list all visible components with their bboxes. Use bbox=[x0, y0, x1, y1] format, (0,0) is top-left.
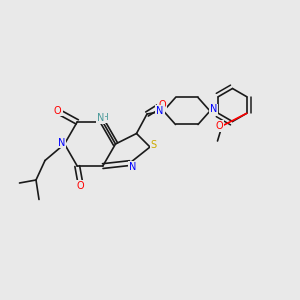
Text: S: S bbox=[151, 140, 157, 151]
Text: O: O bbox=[215, 121, 223, 131]
Text: N: N bbox=[156, 106, 164, 116]
Text: O: O bbox=[158, 100, 166, 110]
Text: N: N bbox=[97, 113, 104, 123]
Text: H: H bbox=[101, 113, 108, 122]
Text: O: O bbox=[76, 181, 84, 190]
Text: N: N bbox=[58, 137, 65, 148]
Text: N: N bbox=[129, 162, 136, 172]
Text: N: N bbox=[210, 104, 217, 115]
Text: O: O bbox=[54, 106, 62, 116]
